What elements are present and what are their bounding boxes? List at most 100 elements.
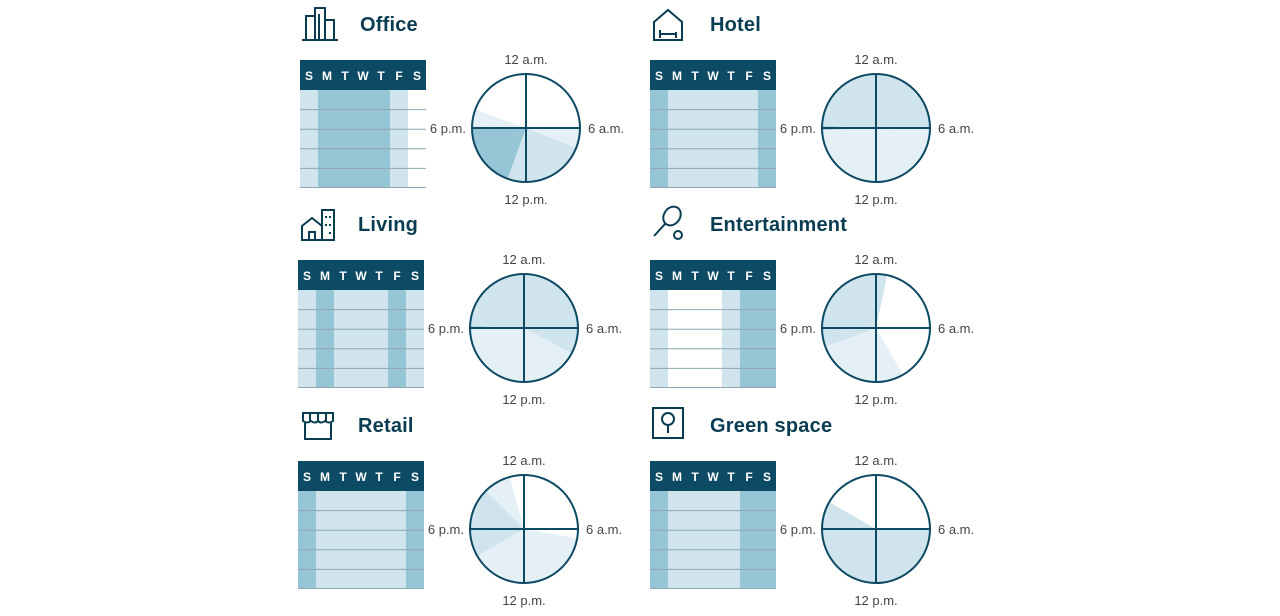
day-letter: S (655, 269, 663, 283)
clock-label: 6 a.m. (938, 321, 974, 336)
clock-sector (472, 116, 526, 128)
clock-label: 12 p.m. (854, 192, 897, 207)
week-day-column (740, 90, 759, 188)
day-letter: M (320, 470, 330, 484)
week-day-column (650, 90, 669, 188)
week-day-column (704, 90, 723, 188)
clock-sector (475, 74, 526, 128)
clock-sector (524, 529, 578, 539)
clock-sector (876, 274, 888, 328)
clock-label: 12 p.m. (504, 192, 547, 207)
clock-sector (822, 529, 876, 583)
clock-sector (822, 128, 876, 182)
day-letter: T (727, 470, 735, 484)
day-letter: S (763, 470, 771, 484)
clock-label: 6 p.m. (780, 321, 816, 336)
hotel-bed-icon (650, 4, 690, 44)
week-day-column (758, 290, 776, 388)
day-letter: S (655, 69, 663, 83)
day-letter: T (339, 470, 347, 484)
week-header (298, 260, 424, 290)
week-day-column (704, 491, 723, 589)
day-letter: F (745, 69, 752, 83)
clock-label: 6 a.m. (938, 522, 974, 537)
clock-label: 12 p.m. (854, 593, 897, 608)
week-day-column (668, 90, 687, 188)
clock-sector (470, 274, 524, 328)
clock-pie: 12 a.m. 12 p.m. 6 a.m. 6 p.m. (776, 445, 976, 608)
day-letter: S (411, 470, 419, 484)
day-letter: T (375, 470, 383, 484)
day-letter: T (375, 269, 383, 283)
day-letter: T (341, 69, 349, 83)
day-letter: T (691, 69, 699, 83)
clock-pie: 12 a.m. 12 p.m. 6 a.m. 6 p.m. (776, 44, 976, 207)
clock-sector (510, 475, 524, 529)
week-day-column (686, 90, 705, 188)
day-letter: F (745, 470, 752, 484)
day-letter: W (357, 69, 369, 83)
week-day-column (704, 290, 723, 388)
panel-title: Office (360, 14, 418, 36)
clock-sector (470, 328, 524, 382)
clock-sector (876, 275, 931, 375)
clock-label: 12 a.m. (502, 453, 545, 468)
week-day-column (316, 290, 335, 388)
clock-label: 12 a.m. (504, 52, 547, 67)
week-day-column (370, 290, 389, 388)
day-letter: S (305, 69, 313, 83)
week-day-column (740, 290, 759, 388)
week-header (650, 260, 776, 290)
day-letter: T (339, 269, 347, 283)
week-day-column (668, 290, 687, 388)
office-building-icon (300, 4, 340, 44)
storefront-icon (298, 405, 338, 445)
week-day-column (740, 491, 759, 589)
week-day-column (388, 491, 407, 589)
clock-sector (876, 475, 930, 529)
day-letter: M (320, 269, 330, 283)
panel-title: Hotel (710, 14, 761, 36)
week-day-column (650, 491, 669, 589)
day-letter: F (393, 269, 400, 283)
week-day-column (758, 90, 776, 188)
week-day-column (722, 491, 741, 589)
day-letter: M (672, 69, 682, 83)
tree-sign-icon (650, 405, 690, 445)
clock-pie: 12 a.m. 12 p.m. 6 a.m. 6 p.m. (426, 44, 626, 207)
clock-label: 6 a.m. (586, 321, 622, 336)
day-letter: F (395, 69, 402, 83)
week-day-column (722, 290, 741, 388)
clock-sector (524, 328, 572, 382)
day-letter: W (707, 69, 719, 83)
clock-label: 12 p.m. (502, 593, 545, 608)
clock-label: 12 a.m. (502, 252, 545, 267)
panel-title: Retail (358, 415, 414, 437)
week-header (650, 461, 776, 491)
clock-sector (822, 502, 876, 529)
day-letter: F (393, 470, 400, 484)
week-day-column (406, 491, 424, 589)
day-letter: W (355, 269, 367, 283)
clock-sector (485, 482, 524, 529)
day-letter: S (411, 269, 419, 283)
clock-sector (822, 328, 876, 347)
day-letter: T (727, 269, 735, 283)
clock-sector (470, 490, 524, 534)
racket-ball-icon (650, 204, 690, 244)
day-letter: T (691, 470, 699, 484)
clock-sector (526, 128, 580, 149)
clock-sector (524, 475, 578, 529)
day-letter: T (377, 69, 385, 83)
clock-sector (822, 74, 876, 128)
panel-title: Living (358, 214, 419, 236)
week-day-column (372, 90, 391, 188)
clock-sector (507, 128, 577, 182)
